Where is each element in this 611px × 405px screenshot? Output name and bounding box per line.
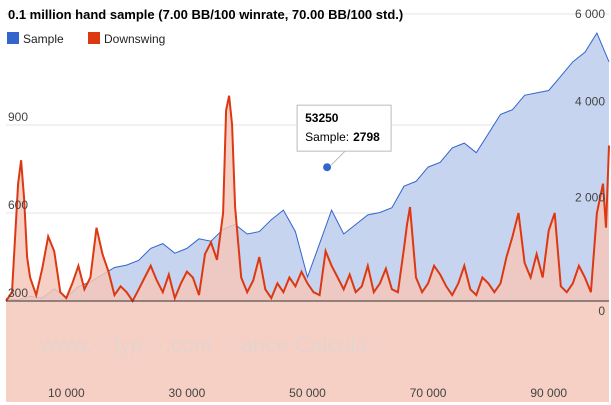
area-downswing <box>6 95 609 402</box>
y-right-tick-label-1: 2 000 <box>575 190 605 204</box>
tooltip: 53250 Sample: 2798 <box>296 104 392 172</box>
legend-label-downswing: Downswing <box>104 32 165 46</box>
legend: Sample Downswing <box>7 32 165 46</box>
tooltip-pointer <box>330 150 346 166</box>
tooltip-value: 2798 <box>353 130 380 144</box>
legend-item-downswing[interactable]: Downswing <box>88 32 165 46</box>
x-tick-label-4: 90 000 <box>530 386 567 400</box>
legend-item-sample[interactable]: Sample <box>7 32 64 46</box>
chart-title: 0.1 million hand sample (7.00 BB/100 win… <box>8 7 403 22</box>
y-left-tick-label-1: 600 <box>8 198 28 212</box>
line-downswing <box>5 95 610 303</box>
x-axis-ticks: 10 000 30 000 50 000 70 000 90 000 <box>48 386 567 400</box>
legend-swatch-downswing <box>88 32 100 44</box>
y-right-tick-label-2: 4 000 <box>575 95 605 109</box>
x-tick-label-2: 50 000 <box>289 386 326 400</box>
tooltip-box <box>296 104 392 152</box>
legend-label-sample: Sample <box>23 32 64 46</box>
tooltip-label: Sample: <box>305 130 349 144</box>
x-tick-label-0: 10 000 <box>48 386 85 400</box>
y-left-axis-ticks: 300 600 900 <box>8 110 28 300</box>
y-right-axis-ticks: 0 2 000 4 000 6 000 <box>575 7 605 318</box>
x-tick-label-1: 30 000 <box>169 386 206 400</box>
y-right-tick-label-3: 6 000 <box>575 7 605 21</box>
area-sample <box>6 33 609 301</box>
y-right-tick-label-0: 0 <box>598 304 605 318</box>
watermark: www.···lyp···.com ···ance Calcula··· <box>39 332 390 357</box>
tooltip-body: Sample: 2798 <box>305 130 380 144</box>
y-left-tick-label-0: 300 <box>8 286 28 300</box>
legend-swatch-sample <box>7 32 19 44</box>
y-left-tick-label-2: 900 <box>8 110 28 124</box>
tooltip-data-point[interactable] <box>323 163 332 172</box>
downswing-series <box>5 95 610 402</box>
tooltip-title: 53250 <box>305 111 339 125</box>
x-tick-label-3: 70 000 <box>410 386 447 400</box>
